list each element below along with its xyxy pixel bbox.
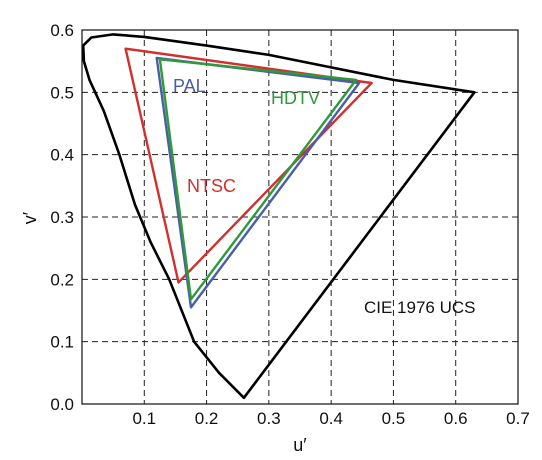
x-tick-label: 0.1 <box>132 409 156 428</box>
ntsc-gamut-line <box>124 47 373 284</box>
y-tick-label: 0.5 <box>50 83 74 102</box>
y-tick-label: 0.4 <box>50 146 74 165</box>
y-tick-label: 0.6 <box>50 21 74 40</box>
x-axis-label: u′ <box>293 435 307 455</box>
y-tick-labels: 0.0 0.1 0.2 0.3 0.4 0.5 0.6 <box>50 21 74 414</box>
y-tick-label: 0.0 <box>50 395 74 414</box>
x-tick-label: 0.3 <box>257 409 281 428</box>
y-tick-label: 0.3 <box>50 208 74 227</box>
chart-annotation: CIE 1976 UCS <box>364 298 476 317</box>
y-tick-label: 0.1 <box>50 333 74 352</box>
series-layer <box>81 33 476 400</box>
x-tick-label: 0.4 <box>319 409 343 428</box>
y-axis-label: v′ <box>20 211 40 224</box>
series-label-pal: PAL <box>173 76 206 96</box>
x-tick-labels: 0.1 0.2 0.3 0.4 0.5 0.6 0.7 <box>132 409 529 428</box>
series-label-ntsc: NTSC <box>187 176 236 196</box>
y-tick-label: 0.2 <box>50 270 74 289</box>
series-label-hdtv: HDTV <box>271 88 320 108</box>
plot-frame <box>81 29 519 405</box>
x-tick-label: 0.6 <box>444 409 468 428</box>
grid <box>82 30 518 404</box>
spectral-locus-line <box>81 33 476 400</box>
x-tick-label: 0.5 <box>382 409 406 428</box>
x-tick-label: 0.2 <box>195 409 219 428</box>
x-tick-label: 0.7 <box>506 409 530 428</box>
hdtv-gamut-line <box>158 58 358 301</box>
